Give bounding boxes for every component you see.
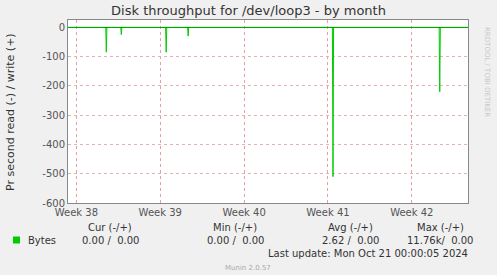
svg-text:Week 39: Week 39 [139,207,182,218]
svg-text:Week 38: Week 38 [55,207,98,218]
svg-text:Cur (-/+): Cur (-/+) [88,222,132,233]
svg-text:-300: -300 [42,110,65,121]
svg-text:-200: -200 [42,80,65,91]
svg-text:Avg (-/+): Avg (-/+) [328,222,373,233]
svg-text:Munin 2.0.57: Munin 2.0.57 [225,264,271,272]
svg-text:Week 42: Week 42 [390,207,433,218]
svg-text:Disk throughput for /dev/loop3: Disk throughput for /dev/loop3 - by mont… [111,3,386,18]
svg-text:-400: -400 [42,139,65,150]
svg-text:Week 40: Week 40 [222,207,265,218]
svg-text:0: 0 [59,22,65,33]
svg-text:-600: -600 [42,198,65,209]
svg-text:Max (-/+): Max (-/+) [417,222,464,233]
svg-text:Bytes: Bytes [28,235,56,246]
svg-text:Min (-/+): Min (-/+) [213,222,257,233]
svg-text:Last update: Mon Oct 21 00:00:: Last update: Mon Oct 21 00:00:05 2024 [268,248,468,259]
svg-text:RRDTOOL / TOBI OETIKER: RRDTOOL / TOBI OETIKER [483,27,491,117]
svg-text:0.00 / 0.00: 0.00 / 0.00 [82,235,139,246]
svg-text:-500: -500 [42,168,65,179]
svg-text:-100: -100 [42,51,65,62]
svg-text:0.00 / 0.00: 0.00 / 0.00 [207,235,264,246]
svg-text:2.62 / 0.00: 2.62 / 0.00 [322,235,379,246]
svg-text:Week 41: Week 41 [306,207,349,218]
svg-text:11.76k/ 0.00: 11.76k/ 0.00 [407,235,473,246]
svg-text:Pr second read (-) / write (+): Pr second read (-) / write (+) [4,33,17,191]
